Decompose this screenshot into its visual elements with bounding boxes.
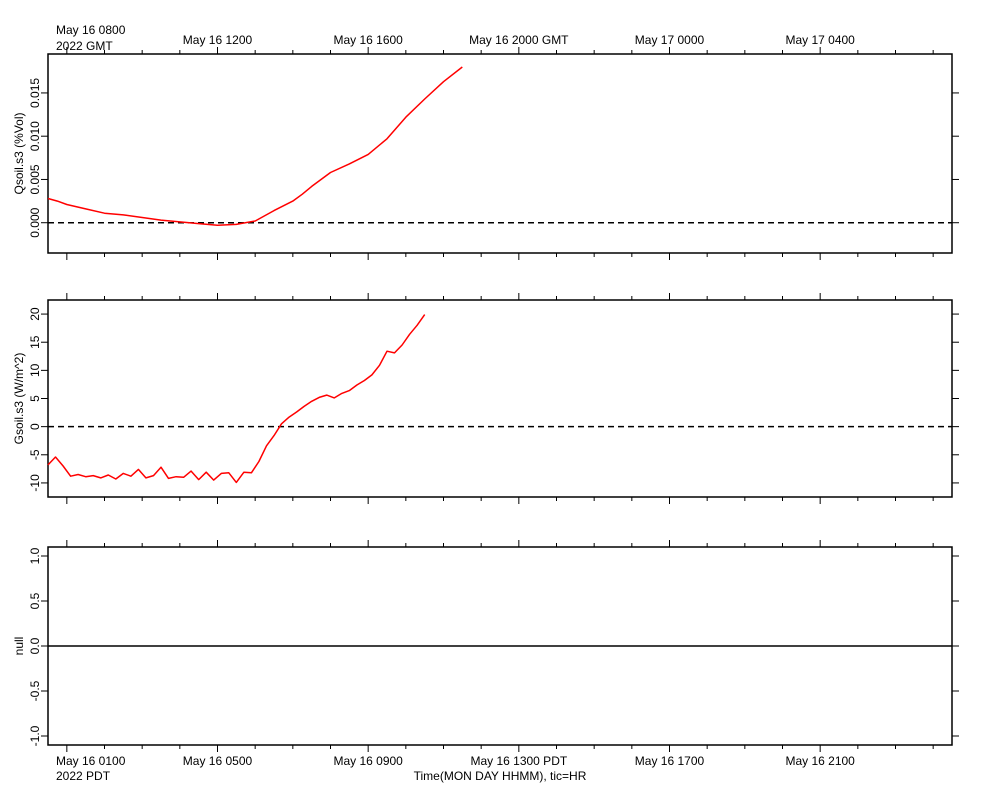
y-tick-label: 15 xyxy=(28,335,42,349)
bottom-time-tick-label: May 16 1700 xyxy=(635,754,705,768)
top-time-tick-label: May 16 1200 xyxy=(183,33,253,47)
y-tick-label: 0.005 xyxy=(28,164,42,194)
top-time-axis-labels: May 16 0800 May 16 1200 May 16 1600 May 16 … xyxy=(56,23,855,53)
bottom-time-tick-label: May 16 0500 xyxy=(183,754,253,768)
y-tick-label: 0.015 xyxy=(28,78,42,108)
series-line-2-1 xyxy=(47,314,426,484)
bottom-time-tick-label: May 16 1300 PDT xyxy=(470,754,567,768)
y-tick-label: 0 xyxy=(28,423,42,430)
top-time-tick-label: May 17 0400 xyxy=(785,33,855,47)
bottom-time-tick-label: May 16 2100 xyxy=(785,754,855,768)
y-axis-label: Qsoil.s3 (%Vol) xyxy=(12,112,26,194)
y-tick-label: -1.0 xyxy=(28,725,42,746)
y-tick-label: 5 xyxy=(28,395,42,402)
y-tick-label: 0.010 xyxy=(28,121,42,151)
y-axis-label: null xyxy=(12,637,26,656)
y-tick-label: -10 xyxy=(28,474,42,492)
y-tick-label: 20 xyxy=(28,307,42,321)
y-tick-label: 1.0 xyxy=(28,547,42,564)
top-time-tick-label: May 17 0000 xyxy=(635,33,705,47)
y-tick-label: -5 xyxy=(28,449,42,460)
y-tick-label: 10 xyxy=(28,363,42,377)
panel-2: -10 -5 0 5 10 15 20 Gsoil.s3 (W/m^2) xyxy=(12,293,959,504)
series-line-1-1 xyxy=(47,66,463,227)
panel-frame xyxy=(47,299,953,498)
panel-3: -1.0 -0.5 0.0 0.5 1.0 null xyxy=(12,540,959,752)
y-axis-label: Gsoil.s3 (W/m^2) xyxy=(12,353,26,445)
x-axis-label: Time(MON DAY HHMM), tic=HR xyxy=(414,769,587,783)
y-tick-label: 0.000 xyxy=(28,207,42,237)
top-year-label: 2022 GMT xyxy=(56,39,113,53)
bottom-time-axis-labels: May 16 0100 May 16 0500 May 16 0900 May 16 … xyxy=(56,754,855,783)
panel-frame xyxy=(47,53,953,254)
bottom-time-tick-label: May 16 0100 xyxy=(56,754,126,768)
top-time-tick-label: May 16 2000 GMT xyxy=(469,33,569,47)
y-tick-label: -0.5 xyxy=(28,680,42,701)
top-time-tick-label: May 16 1600 xyxy=(333,33,403,47)
top-time-tick-label: May 16 0800 xyxy=(56,23,126,37)
bottom-year-label: 2022 PDT xyxy=(56,769,111,783)
y-tick-label: 0.5 xyxy=(28,592,42,609)
bottom-time-tick-label: May 16 0900 xyxy=(333,754,403,768)
y-tick-label: 0.0 xyxy=(28,637,42,654)
